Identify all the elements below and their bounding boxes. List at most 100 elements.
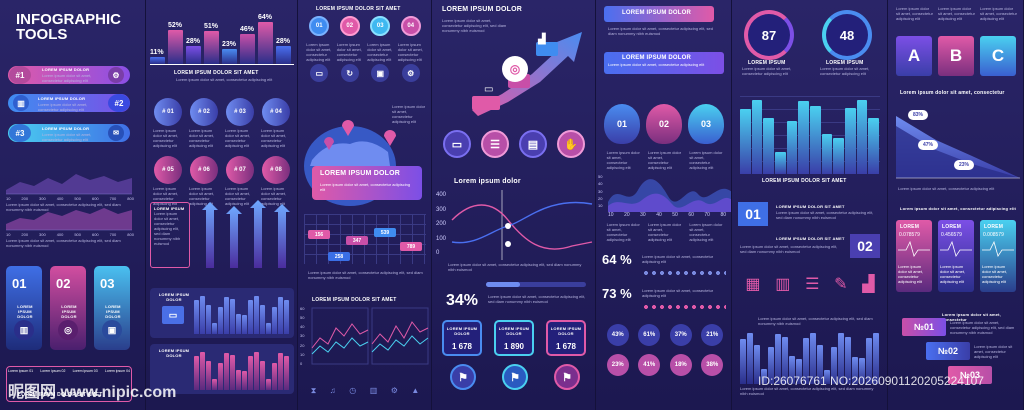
counter-3[interactable]	[546, 320, 586, 356]
edit-icon[interactable]: ✎	[834, 276, 848, 293]
step-circle[interactable]: 02	[339, 16, 360, 36]
abc-text: Lorem ipsum dolor sit amet, consectetur …	[896, 6, 933, 21]
settings-icon[interactable]: ⚙	[401, 64, 420, 82]
abc-text: Lorem ipsum dolor sit amet, consectetur …	[980, 6, 1017, 21]
heart-label: LOREM	[900, 224, 920, 230]
tab-label[interactable]: Lorem ipsum 01	[8, 369, 34, 373]
tab-label[interactable]: Lorem ipsum 03	[72, 369, 98, 373]
monitor-icon[interactable]: ▭	[443, 130, 471, 158]
card-label-1: LOREM IPSUM DOLOR	[17, 304, 33, 319]
step-circle[interactable]: 03	[370, 16, 391, 36]
bar	[168, 29, 183, 64]
mini-bar	[260, 361, 265, 390]
hash-chip[interactable]: # 05	[154, 156, 182, 184]
cap-icon[interactable]: ▲	[411, 386, 420, 395]
mini-bar	[272, 362, 277, 390]
heart-text: Lorem ipsum dolor sit amet, consectetur …	[982, 264, 1008, 284]
number-block-1[interactable]: №01	[902, 318, 946, 336]
watermark-logo: 昵图网 www.nipic.com	[8, 384, 177, 401]
cart-icon[interactable]: ⚑	[502, 364, 528, 390]
hash-chip[interactable]: # 04	[262, 98, 290, 126]
cart-icon[interactable]: ⚑	[554, 364, 580, 390]
panel-growth: LOREM IPSUM DOLOR Lorem ipsum dolor sit …	[432, 0, 596, 410]
hash-text-top: Lorem ipsum dolor sit amet, consectetur …	[150, 128, 294, 148]
bubble[interactable]: 43%	[606, 324, 629, 346]
bar-label: 23%	[222, 40, 237, 48]
step-pill-2[interactable]	[8, 94, 130, 112]
chart-icon[interactable]: ▟	[862, 276, 875, 293]
number-text-1: Lorem ipsum dolor sit amet, consectetur …	[950, 320, 1015, 335]
bar	[222, 48, 237, 64]
hash-chip[interactable]: # 02	[190, 98, 218, 126]
arrow-chart	[202, 200, 290, 268]
handshake-icon[interactable]: ✋	[557, 130, 585, 158]
drop-1[interactable]: 01	[604, 104, 640, 144]
tab-label[interactable]: Lorem ipsum 02	[40, 369, 66, 373]
bubble[interactable]: 18%	[669, 354, 692, 376]
id-card-icon[interactable]: ▤	[519, 130, 547, 158]
tab-label[interactable]: Lorem ipsum 04	[104, 369, 130, 373]
bubble[interactable]: 21%	[701, 324, 724, 346]
lock-icon[interactable]: ▣	[371, 64, 390, 82]
hash-chip[interactable]: # 03	[226, 98, 254, 126]
number-block-3[interactable]: №03	[948, 366, 992, 384]
bar-label: 51%	[204, 22, 219, 30]
mini-bar	[236, 313, 241, 334]
chart-icon[interactable]: ▥	[369, 386, 378, 395]
gear-icon[interactable]: ⚙	[390, 386, 398, 395]
step-pill-3[interactable]	[8, 124, 130, 142]
axis-label: 50	[598, 174, 603, 179]
notes-icon[interactable]: ☰	[805, 276, 820, 293]
wave-texts: Lorem ipsum dolor sit amet, consectetur …	[604, 222, 728, 242]
counter-2[interactable]	[494, 320, 534, 356]
section-heading: LOREM IPSUM DOLOR	[442, 6, 523, 13]
option-c[interactable]: C	[980, 36, 1016, 76]
bubble[interactable]: 41%	[638, 354, 661, 376]
book-icon[interactable]: ▥	[775, 276, 791, 293]
step-circle[interactable]: 04	[400, 16, 421, 36]
ribbon-2[interactable]: 02	[850, 234, 880, 258]
mini-bar	[200, 352, 205, 390]
option-a[interactable]: A	[896, 36, 932, 76]
bar	[204, 30, 219, 64]
bubble[interactable]: 37%	[669, 324, 692, 346]
bell-icon[interactable]: ♫	[329, 386, 336, 395]
step-title-1: LOREM IPSUM DOLOR	[42, 67, 90, 72]
axis-label: 40	[598, 181, 603, 187]
counter-1[interactable]	[442, 320, 482, 356]
drop-3[interactable]: 03	[688, 104, 724, 144]
refresh-icon[interactable]: ↻	[340, 64, 359, 82]
bubble[interactable]: 38%	[701, 354, 724, 376]
counter-value: 1 678	[555, 342, 577, 351]
chart-card-title: LOREM IPSUM DOLOR	[158, 348, 190, 358]
hash-chip[interactable]: # 06	[190, 156, 218, 184]
hash-chip[interactable]: # 01	[154, 98, 182, 126]
clock-icon[interactable]: ◷	[349, 386, 357, 395]
hash-chip[interactable]: # 07	[226, 156, 254, 184]
bubble[interactable]: 23%	[606, 354, 629, 376]
area-chart	[896, 116, 1020, 179]
option-b[interactable]: B	[938, 36, 974, 76]
cart-icon[interactable]: ⚑	[450, 364, 476, 390]
counter-value: 1 678	[451, 342, 473, 351]
gauge-2-label: LOREM IPSUM	[826, 60, 864, 66]
cart-icon[interactable]: ▭	[310, 64, 329, 82]
banner-1[interactable]	[604, 6, 714, 22]
banner-2[interactable]	[604, 52, 724, 74]
hourglass-icon[interactable]: ⧗	[310, 386, 317, 395]
step-circles: 01 02 03 04	[304, 16, 426, 42]
grid-value: 347	[346, 236, 368, 245]
calendar-icon[interactable]: ▦	[745, 276, 761, 293]
step-badge-1: #1	[9, 66, 31, 84]
title-line2: TOOLS	[16, 26, 68, 43]
document-icon[interactable]: ☰	[481, 130, 509, 158]
step-pill-1[interactable]	[8, 66, 130, 84]
step-circle[interactable]: 01	[309, 16, 330, 36]
bubble[interactable]: 61%	[638, 324, 661, 346]
drop-2[interactable]: 02	[646, 104, 682, 144]
ribbon-1[interactable]: 01	[738, 202, 768, 226]
mini-bar	[796, 358, 802, 384]
number-block-2[interactable]: №02	[926, 342, 970, 360]
wave-x-axis: 10 20 30 40 50 60 70 80	[608, 212, 726, 218]
hash-chip[interactable]: # 08	[262, 156, 290, 184]
